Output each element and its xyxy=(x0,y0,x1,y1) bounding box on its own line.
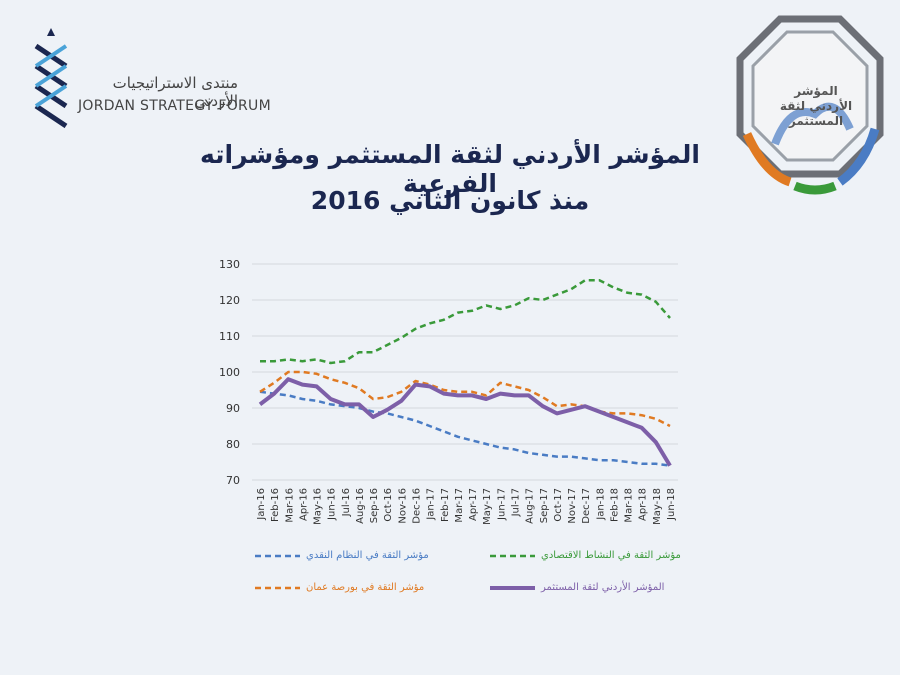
y-tick-label: 130 xyxy=(219,258,240,271)
x-tick-label: Mar-18 xyxy=(624,488,635,523)
x-tick-label: Jan-16 xyxy=(256,488,267,521)
x-tick-label: Nov-16 xyxy=(397,488,408,524)
legend-label: مؤشر الثقة في النشاط الاقتصادي xyxy=(541,550,681,561)
org-name-arabic: منتدى الاستراتيجيات الأردني xyxy=(112,74,238,110)
legend-swatch xyxy=(255,554,300,557)
y-tick-label: 70 xyxy=(226,474,240,487)
legend-item: مؤشر الثقة في النشاط الاقتصادي xyxy=(490,550,681,561)
x-tick-label: Apr-18 xyxy=(638,488,649,521)
legend-swatch xyxy=(255,586,300,589)
org-name-english: JORDAN STRATEGY FORUM xyxy=(78,98,271,114)
y-tick-label: 80 xyxy=(226,438,240,451)
y-tick-label: 110 xyxy=(219,330,240,343)
legend-item: مؤشر الثقة في بورصة عمان xyxy=(255,582,424,593)
legend: مؤشر الثقة في النشاط الاقتصادي مؤشر الثقة… xyxy=(0,550,900,610)
y-tick-label: 90 xyxy=(226,402,240,415)
x-tick-label: Oct-17 xyxy=(553,488,564,522)
x-tick-label: May-18 xyxy=(652,488,663,525)
legend-label: مؤشر الثقة في بورصة عمان xyxy=(306,582,425,593)
x-tick-label: Jun-17 xyxy=(496,488,507,521)
legend-label: المؤشر الأردني لثقة المستثمر xyxy=(541,582,665,593)
series-line xyxy=(259,370,671,428)
x-tick-label: Oct-16 xyxy=(383,488,394,522)
x-tick-label: Jul-16 xyxy=(341,488,352,517)
x-tick-label: Sep-16 xyxy=(369,488,380,523)
x-tick-label: Apr-17 xyxy=(468,488,479,521)
x-tick-label: Feb-18 xyxy=(609,488,620,522)
x-tick-label: Sep-17 xyxy=(539,488,550,523)
legend-label: مؤشر الثقة في النظام النقدي xyxy=(306,550,429,561)
y-tick-label: 100 xyxy=(219,366,240,379)
x-tick-label: May-17 xyxy=(482,488,493,525)
legend-item: المؤشر الأردني لثقة المستثمر xyxy=(490,582,664,593)
legend-swatch xyxy=(490,585,535,590)
logo-mark xyxy=(34,28,68,129)
x-tick-label: Jan-17 xyxy=(426,488,437,521)
x-tick-label: Feb-16 xyxy=(270,488,281,522)
series-line xyxy=(260,278,671,365)
legend-item: مؤشر الثقة في النظام النقدي xyxy=(255,550,429,561)
series-line xyxy=(258,377,672,467)
x-tick-label: Aug-16 xyxy=(355,488,366,524)
series-line xyxy=(259,390,671,467)
x-tick-label: Jun-16 xyxy=(327,488,338,521)
chart-subtitle: منذ كانون الثاني 2016 xyxy=(310,186,590,215)
x-tick-label: Jun-18 xyxy=(666,488,677,521)
x-tick-label: Feb-17 xyxy=(440,488,451,522)
x-tick-label: Dec-16 xyxy=(412,488,423,524)
y-tick-label: 120 xyxy=(219,294,240,307)
x-tick-label: Aug-17 xyxy=(525,488,536,524)
x-tick-label: Apr-16 xyxy=(298,488,309,521)
x-tick-label: May-16 xyxy=(313,488,324,525)
legend-swatch xyxy=(490,554,535,557)
x-tick-label: Mar-17 xyxy=(454,488,465,523)
x-tick-label: Jan-18 xyxy=(595,488,606,521)
badge-text: المؤشر الأردني لثقة المستثمر xyxy=(779,84,853,128)
x-tick-label: Dec-17 xyxy=(581,488,592,524)
x-tick-label: Jul-17 xyxy=(510,488,521,517)
badge-graphic xyxy=(736,15,884,195)
x-tick-label: Nov-17 xyxy=(567,488,578,524)
chart-title: المؤشر الأردني لثقة المستثمر ومؤشراته ال… xyxy=(200,140,700,198)
x-tick-label: Mar-16 xyxy=(284,488,295,523)
